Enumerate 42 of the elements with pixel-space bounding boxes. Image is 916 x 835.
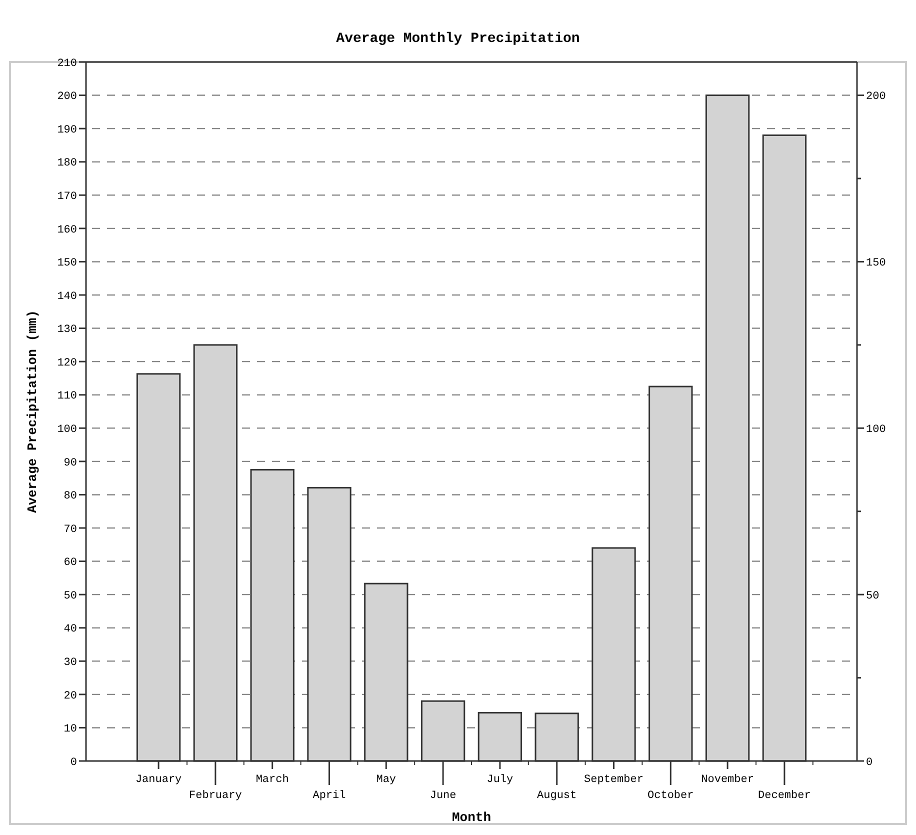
x-tick-label: June [430,790,456,802]
y-tick-label: 180 [57,158,77,170]
y-tick-label: 0 [70,756,77,769]
x-tick-label: December [758,790,811,802]
y-tick-label: 160 [57,224,77,236]
y-tick-label: 100 [57,424,77,436]
y-tick-label: 130 [57,324,77,336]
x-tick-label: April [312,790,346,802]
y2-tick-label: 0 [866,756,873,769]
y-tick-label: 20 [64,690,77,702]
y-tick-label: 170 [57,190,77,203]
x-tick-label: July [486,774,514,786]
y-tick-label: 90 [64,457,77,470]
x-tick-label: March [256,774,289,786]
x-tick-label: February [189,790,242,802]
x-tick-label: January [135,774,182,786]
x-axis-title: Month [452,810,492,825]
y2-tick-label: 150 [866,258,886,270]
y2-tick-label: 50 [866,590,880,602]
y2-tick-label: 200 [866,91,886,104]
y-tick-label: 70 [64,524,77,536]
y-tick-label: 210 [57,58,77,70]
y-tick-label: 10 [64,724,77,736]
chart-title: Average Monthly Precipitation [336,31,580,47]
y-tick-label: 80 [64,490,77,503]
y-tick-label: 190 [57,124,77,136]
x-tick-label: October [648,790,694,802]
y-tick-label: 120 [57,357,77,370]
y-tick-label: 50 [64,590,77,602]
x-tick-label: September [584,774,644,786]
y-tick-label: 150 [57,258,77,270]
x-tick-label: August [537,790,577,802]
y-tick-label: 140 [57,290,77,303]
y-tick-label: 60 [64,557,77,570]
y-axis-title: Average Precipitation (mm) [25,310,40,513]
y-tick-label: 200 [57,91,77,104]
y2-tick-label: 100 [866,424,886,436]
x-tick-label: May [376,774,396,786]
y-tick-label: 110 [57,390,77,403]
y-tick-label: 30 [64,656,77,669]
x-tick-label: November [701,774,754,786]
y-tick-label: 40 [64,624,77,636]
